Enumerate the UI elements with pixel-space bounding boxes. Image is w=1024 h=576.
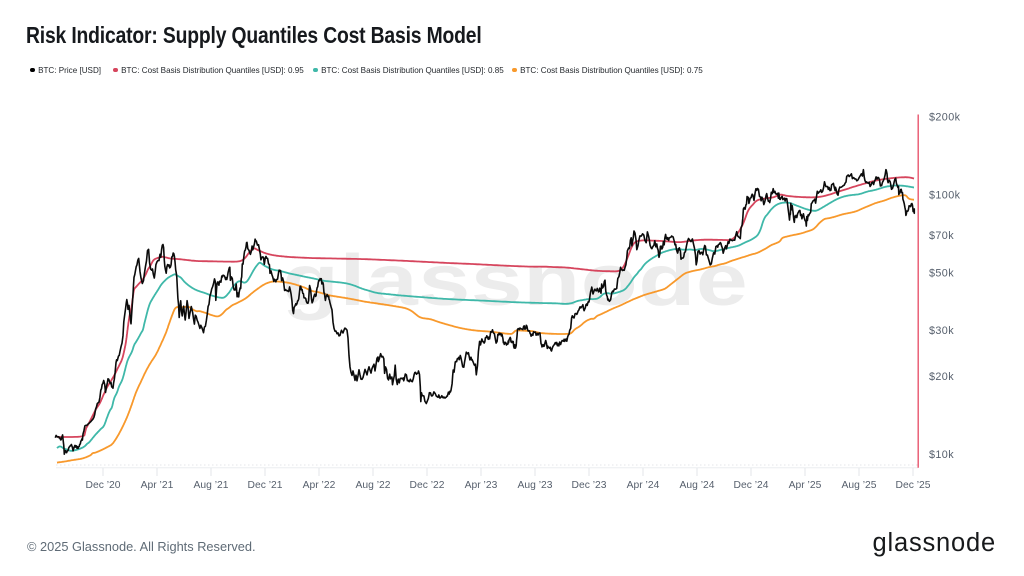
svg-text:Aug ’25: Aug ’25	[842, 480, 877, 491]
svg-text:Dec ’22: Dec ’22	[410, 480, 445, 491]
svg-text:Aug ’22: Aug ’22	[356, 480, 391, 491]
svg-text:Dec ’20: Dec ’20	[86, 480, 121, 491]
svg-text:Dec ’23: Dec ’23	[572, 480, 607, 491]
svg-text:Aug ’21: Aug ’21	[194, 480, 229, 491]
svg-text:Aug ’24: Aug ’24	[680, 480, 715, 491]
svg-text:Apr ’23: Apr ’23	[465, 480, 498, 491]
svg-text:Aug ’23: Aug ’23	[518, 480, 553, 491]
svg-text:$30k: $30k	[929, 325, 954, 337]
svg-text:Apr ’24: Apr ’24	[627, 480, 660, 491]
svg-text:Apr ’22: Apr ’22	[303, 480, 336, 491]
svg-text:Dec ’21: Dec ’21	[248, 480, 283, 491]
svg-text:$10k: $10k	[929, 449, 954, 461]
svg-text:Dec ’24: Dec ’24	[734, 480, 769, 491]
svg-text:Apr ’21: Apr ’21	[141, 480, 174, 491]
svg-text:Dec ’25: Dec ’25	[896, 480, 931, 491]
svg-text:$200k: $200k	[929, 112, 961, 124]
svg-text:$70k: $70k	[929, 230, 954, 242]
svg-text:$20k: $20k	[929, 371, 954, 383]
svg-text:Apr ’25: Apr ’25	[789, 480, 822, 491]
svg-text:$50k: $50k	[929, 268, 954, 280]
svg-text:$100k: $100k	[929, 190, 961, 202]
